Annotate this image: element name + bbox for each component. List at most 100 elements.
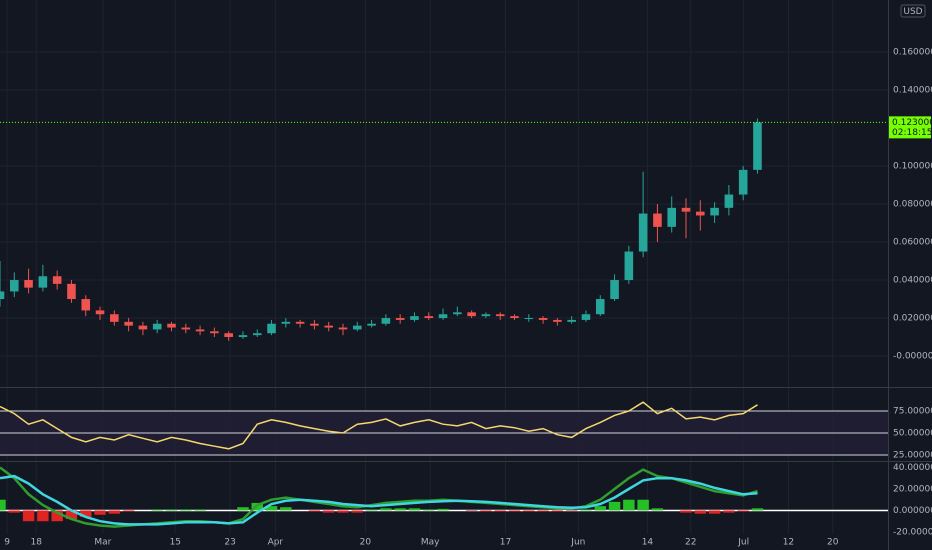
candle-body [696,211,705,216]
histogram-bar [651,508,664,511]
candle-body [453,312,462,315]
y-tick-label: 0.000000 [893,506,932,516]
histogram-bar [65,510,78,520]
candle-body [252,333,262,336]
histogram-bar [694,510,707,514]
candle-body [467,312,476,317]
histogram-bar [337,510,349,513]
x-tick-label: 14 [642,538,654,548]
histogram-bar [523,510,535,512]
y-tick-label: 75.000000 [893,406,932,416]
candle-body [481,314,491,317]
histogram-bar [565,510,578,512]
candle-body [338,327,348,330]
histogram-bar [151,509,163,511]
currency: USD [903,7,922,17]
candle-body [381,318,391,324]
x-tick-label: 15 [170,538,181,548]
candle-body [710,207,719,216]
y-tick-label: 0.140000 [893,86,932,96]
candle-body [281,321,291,324]
histogram-bar [180,509,192,511]
histogram-bar [751,508,764,511]
candle-body [653,213,662,227]
histogram-bar [508,510,521,512]
histogram-bar [537,510,549,512]
candle-body [424,316,434,319]
histogram-bar [22,510,35,522]
countdown: 02:18:15 [892,128,932,138]
x-tick-label: Jul [737,538,749,548]
histogram-bar [8,510,21,513]
candle-body [81,299,91,311]
histogram-bar [423,509,435,511]
last-price-label: 0.123000 [892,118,932,128]
y-tick-label: 25.000000 [893,450,932,460]
x-tick-label: 23 [224,538,235,548]
histogram-bar [608,501,621,511]
histogram-bar [465,510,478,512]
candle-body [524,318,534,320]
candle-body [124,321,133,326]
candle-body [238,335,248,338]
rsi-line [0,401,758,450]
y-tick-label: 0.040000 [893,276,932,286]
histogram-bar [94,510,106,515]
histogram-bar [480,510,492,512]
candle-body [52,276,62,284]
candle-body [638,213,648,252]
histogram-bar [580,509,592,511]
histogram-bar [51,510,63,522]
candle-body [553,319,562,322]
candle-body [410,316,419,320]
candle-body [167,323,176,328]
histogram-bar [194,509,206,511]
candle-body [681,207,691,212]
histogram-bar [80,510,92,517]
candle-body [95,310,105,315]
histogram-bar [394,508,406,511]
histogram-bar [437,508,449,511]
histogram-bar [108,510,121,514]
candle-body [724,194,734,208]
candle-body [10,280,19,292]
histogram-bar [494,510,506,512]
y-tick-label: 0.060000 [893,238,932,248]
candle-body [310,323,319,326]
histogram-bar [594,506,606,511]
candle-body [581,314,591,320]
histogram-bar [637,499,649,511]
histogram-bar [351,510,364,513]
candle-body [267,323,276,334]
histogram-bar [37,510,49,522]
histogram-bar [708,510,721,514]
candle-body [324,325,333,328]
x-tick-label: 22 [685,538,696,548]
currency-badge[interactable] [900,4,926,18]
candle-body [224,333,233,338]
candle-body [67,283,76,300]
histogram-bar [680,510,692,513]
y-tick-label: 20.000000 [893,484,932,494]
histogram-bar [623,499,635,511]
x-tick-label: May [421,538,440,548]
histogram-bar [122,510,135,512]
candle-body [395,318,405,320]
candle-body [138,325,148,330]
histogram-bar [737,510,749,512]
histogram-bar [380,508,392,511]
macd-line [0,474,758,526]
histogram-bar [408,508,421,511]
x-tick-label: 18 [30,538,42,548]
y-tick-label: 40.000000 [893,463,932,473]
histogram-bar [308,510,321,512]
histogram-bar [237,507,249,511]
x-tick-label: Jun [570,538,585,548]
x-tick-label: Mar [94,538,111,548]
histogram-bar [365,509,378,511]
candle-body [595,299,605,315]
candle-body [38,276,48,288]
y-tick-label: -20.000000 [893,527,932,537]
histogram-bar [551,510,564,512]
